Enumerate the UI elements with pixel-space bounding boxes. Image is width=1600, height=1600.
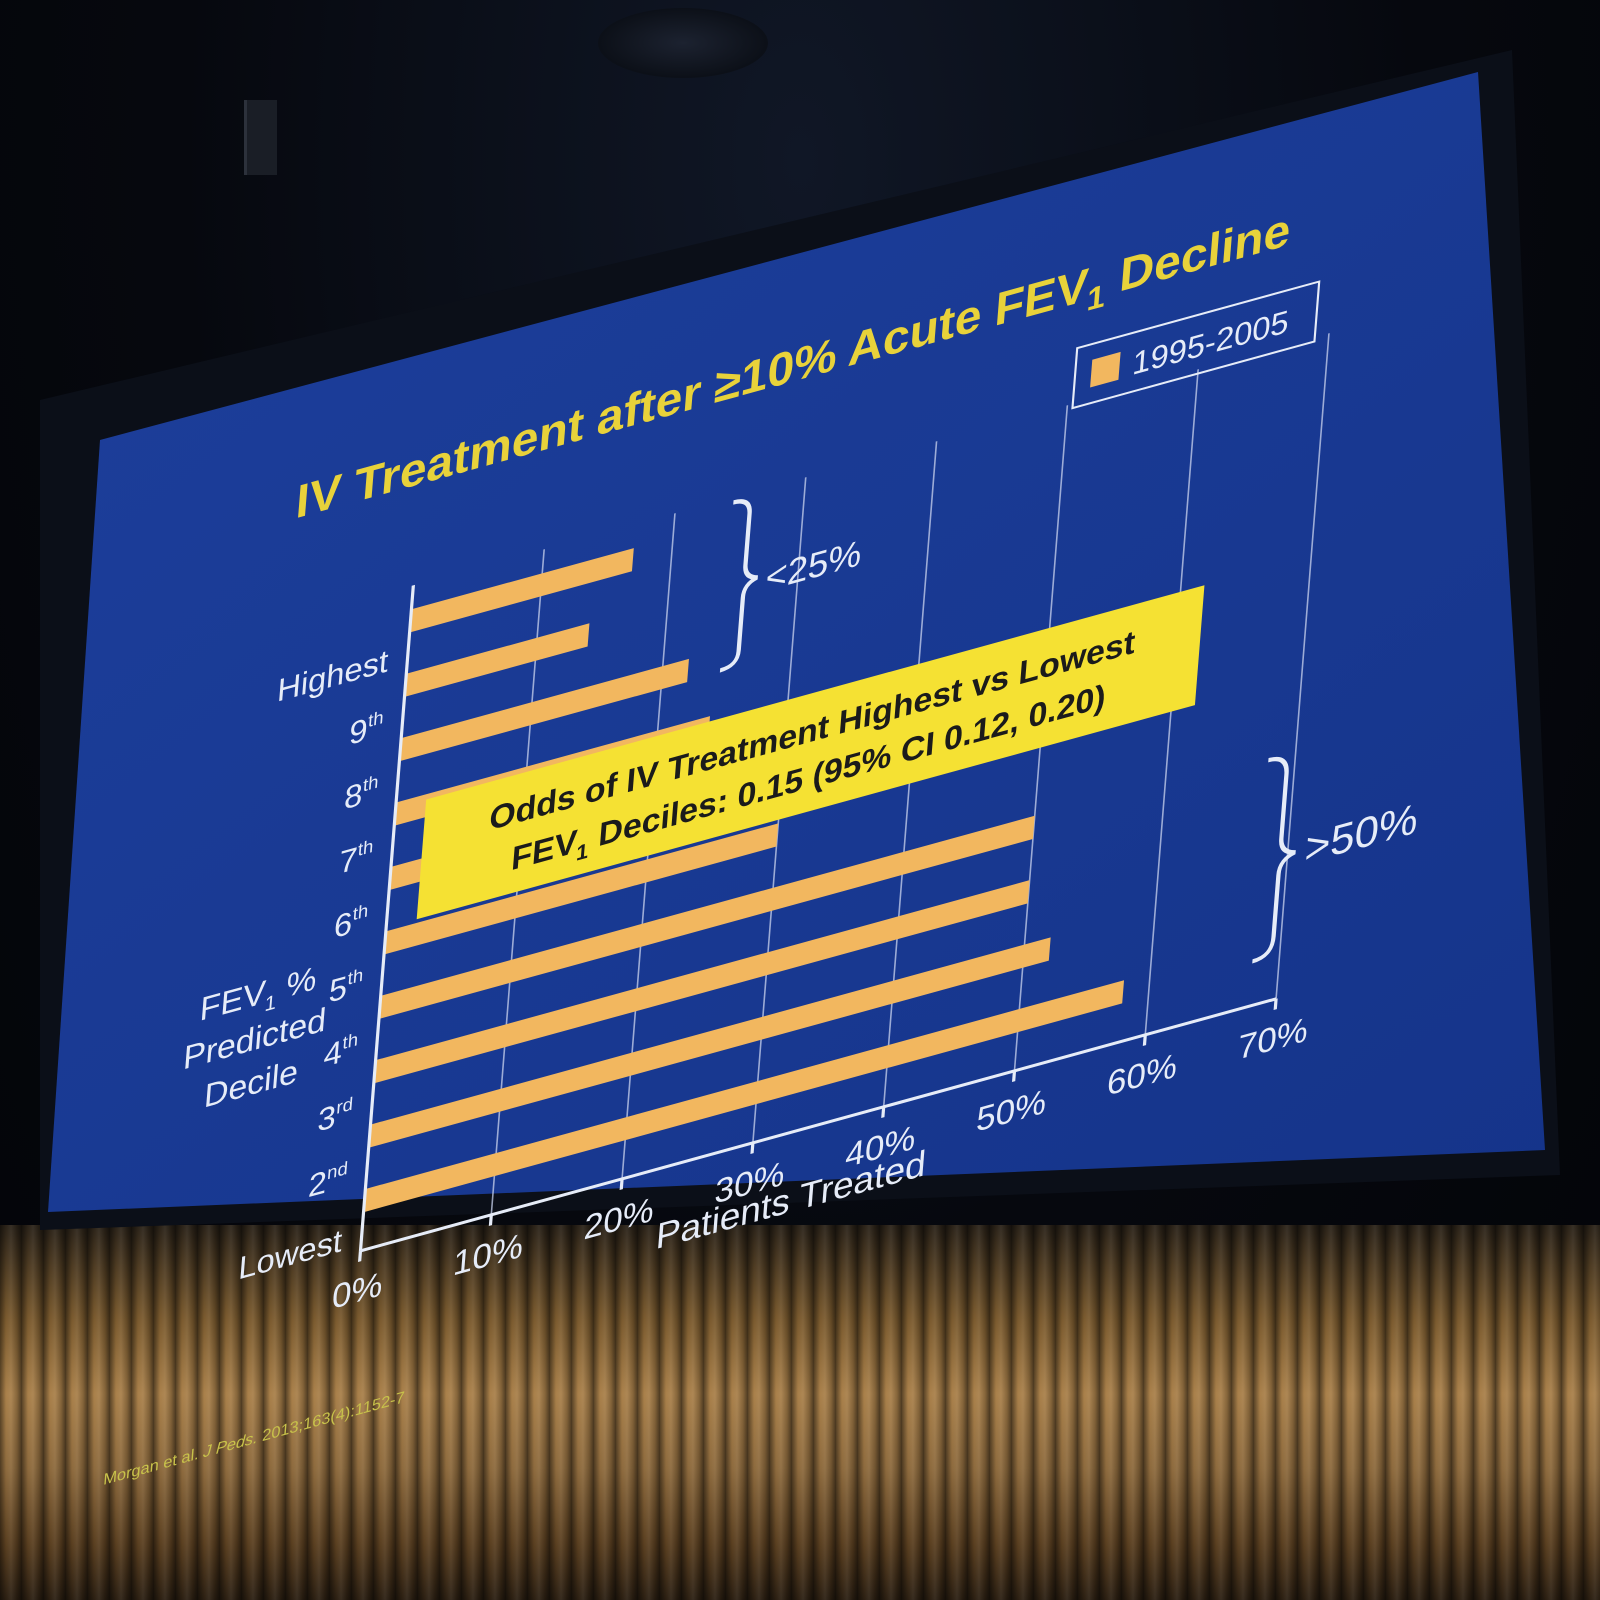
bar-9th bbox=[404, 623, 590, 697]
bar-highest bbox=[409, 548, 634, 633]
bar-2nd bbox=[368, 937, 1051, 1148]
stage-curtain bbox=[0, 1225, 1600, 1600]
x-tick-label: 10% bbox=[452, 1227, 525, 1284]
x-tick-mark bbox=[881, 1106, 886, 1118]
legend-box bbox=[1071, 280, 1321, 410]
x-tick-label: 0% bbox=[331, 1265, 384, 1317]
y-tick-label: 9th bbox=[348, 706, 385, 752]
y-tick-label: 6th bbox=[333, 900, 370, 946]
bar-lowest bbox=[363, 980, 1125, 1213]
y-tick-label: 3rd bbox=[316, 1093, 354, 1140]
gridline bbox=[1275, 333, 1330, 1000]
bar-3rd bbox=[373, 880, 1030, 1084]
bar-5th bbox=[384, 823, 779, 955]
axes bbox=[358, 584, 1277, 1253]
x-tick-mark bbox=[750, 1142, 755, 1154]
x-tick-mark bbox=[488, 1214, 493, 1226]
y-tick-label: 4th bbox=[322, 1029, 359, 1075]
y-axis-line bbox=[358, 584, 415, 1252]
bracket-bottom-brace bbox=[1252, 756, 1296, 964]
citation: Morgan et al. J Peds. 2013;163(4):1152-7 bbox=[103, 1388, 406, 1489]
x-tick-mark bbox=[619, 1178, 624, 1190]
bar-8th bbox=[399, 658, 689, 762]
bar-4th bbox=[378, 815, 1035, 1019]
ceiling-light-fixture bbox=[598, 8, 768, 78]
callout-box bbox=[416, 585, 1205, 920]
x-tick-mark bbox=[1142, 1034, 1147, 1046]
y-tick-label: 5th bbox=[327, 964, 364, 1010]
y-tick-label: 2nd bbox=[307, 1157, 349, 1205]
y-tick-label: Lowest bbox=[237, 1223, 343, 1287]
bracket-top-brace bbox=[719, 499, 759, 673]
y-tick-label: 8th bbox=[343, 771, 380, 817]
x-tick-mark bbox=[1011, 1070, 1017, 1082]
x-axis-line bbox=[360, 997, 1277, 1253]
wall-speaker bbox=[244, 100, 277, 175]
x-tick-mark bbox=[357, 1250, 363, 1262]
x-tick-mark bbox=[1273, 998, 1278, 1010]
y-tick-label: 7th bbox=[338, 835, 375, 881]
legend-swatch bbox=[1090, 351, 1121, 388]
